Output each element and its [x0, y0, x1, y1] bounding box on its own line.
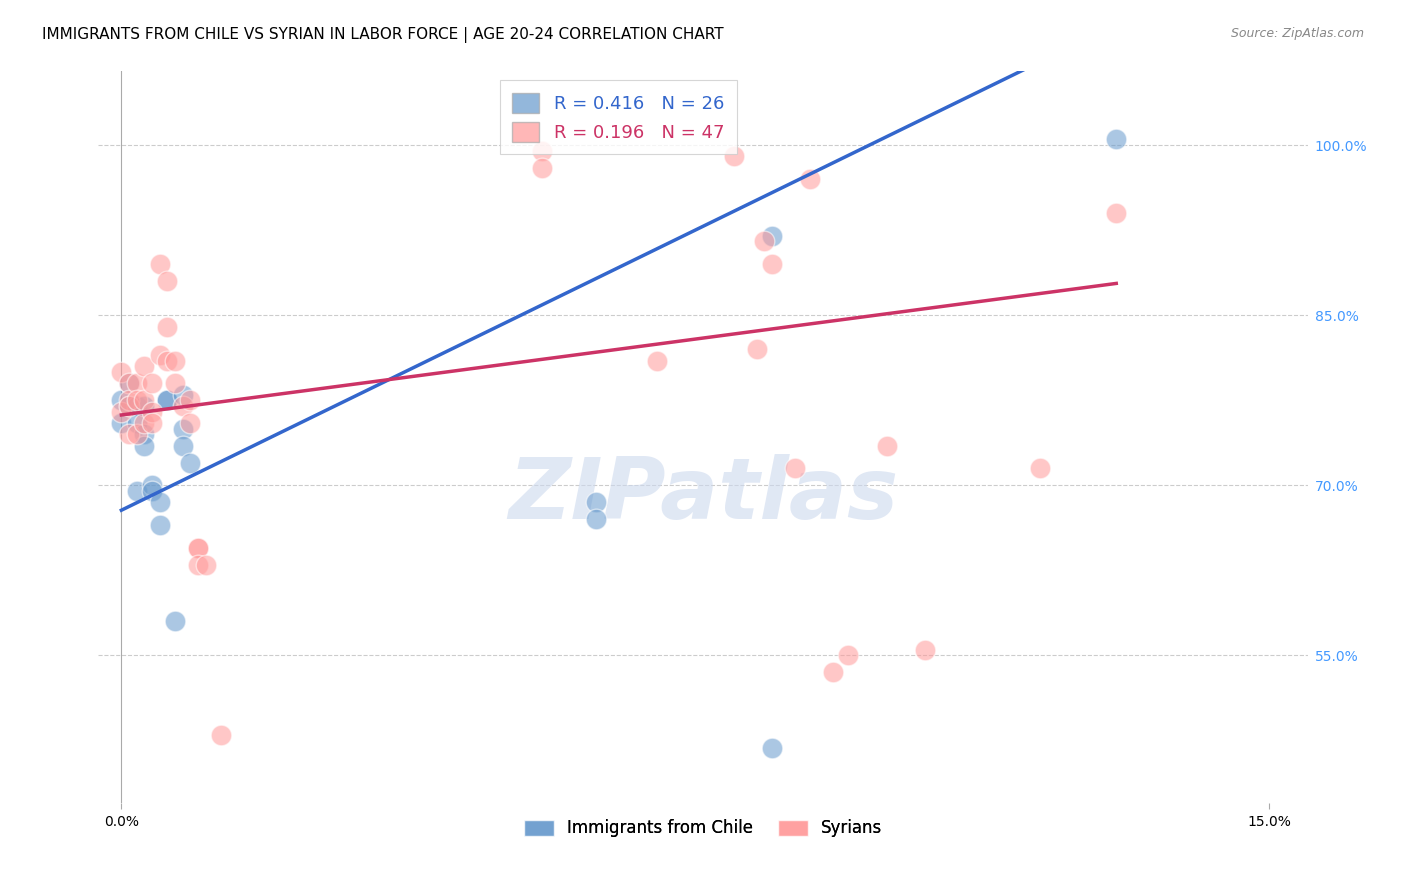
- Point: [156, 274, 179, 288]
- Point: [754, 235, 776, 249]
- Point: [125, 416, 148, 430]
- Point: [134, 359, 156, 374]
- Point: [156, 393, 179, 408]
- Point: [585, 495, 607, 509]
- Legend: Immigrants from Chile, Syrians: Immigrants from Chile, Syrians: [515, 811, 891, 846]
- Point: [156, 353, 179, 368]
- Point: [118, 399, 141, 413]
- Point: [125, 393, 148, 408]
- Point: [125, 399, 148, 413]
- Point: [134, 399, 156, 413]
- Point: [125, 427, 148, 442]
- Point: [914, 642, 936, 657]
- Point: [761, 257, 783, 271]
- Point: [194, 558, 217, 572]
- Text: Source: ZipAtlas.com: Source: ZipAtlas.com: [1230, 27, 1364, 40]
- Text: IMMIGRANTS FROM CHILE VS SYRIAN IN LABOR FORCE | AGE 20-24 CORRELATION CHART: IMMIGRANTS FROM CHILE VS SYRIAN IN LABOR…: [42, 27, 724, 43]
- Point: [149, 518, 172, 533]
- Point: [149, 348, 172, 362]
- Point: [172, 421, 194, 435]
- Point: [149, 257, 172, 271]
- Point: [156, 393, 179, 408]
- Point: [783, 461, 806, 475]
- Point: [118, 376, 141, 391]
- Point: [585, 512, 607, 526]
- Point: [141, 416, 163, 430]
- Point: [799, 172, 821, 186]
- Point: [876, 439, 898, 453]
- Point: [110, 404, 132, 418]
- Point: [172, 399, 194, 413]
- Point: [172, 387, 194, 401]
- Point: [118, 399, 141, 413]
- Point: [723, 149, 745, 163]
- Point: [179, 416, 201, 430]
- Point: [163, 376, 186, 391]
- Point: [110, 365, 132, 379]
- Point: [125, 376, 148, 391]
- Point: [141, 404, 163, 418]
- Point: [163, 353, 186, 368]
- Point: [531, 161, 554, 175]
- Point: [187, 541, 209, 555]
- Text: ZIPatlas: ZIPatlas: [508, 454, 898, 537]
- Point: [163, 615, 186, 629]
- Point: [134, 427, 156, 442]
- Point: [823, 665, 845, 680]
- Point: [118, 393, 141, 408]
- Point: [1105, 206, 1128, 220]
- Point: [531, 144, 554, 158]
- Point: [645, 353, 668, 368]
- Point: [125, 483, 148, 498]
- Point: [110, 416, 132, 430]
- Point: [1105, 132, 1128, 146]
- Point: [156, 319, 179, 334]
- Point: [172, 439, 194, 453]
- Point: [761, 741, 783, 756]
- Point: [134, 416, 156, 430]
- Point: [118, 427, 141, 442]
- Point: [134, 439, 156, 453]
- Point: [837, 648, 859, 663]
- Point: [134, 393, 156, 408]
- Point: [110, 393, 132, 408]
- Point: [118, 376, 141, 391]
- Point: [745, 342, 768, 356]
- Point: [209, 728, 232, 742]
- Point: [1028, 461, 1050, 475]
- Point: [141, 478, 163, 492]
- Point: [141, 483, 163, 498]
- Point: [141, 376, 163, 391]
- Point: [187, 558, 209, 572]
- Point: [179, 456, 201, 470]
- Point: [187, 541, 209, 555]
- Point: [179, 393, 201, 408]
- Point: [149, 495, 172, 509]
- Point: [761, 228, 783, 243]
